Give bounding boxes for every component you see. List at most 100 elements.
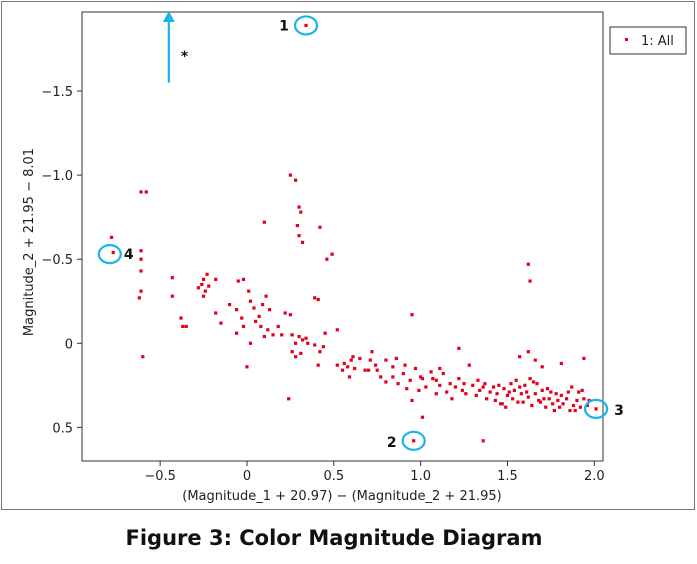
data-point [318, 225, 322, 229]
data-point [526, 395, 530, 399]
data-point [540, 365, 544, 369]
data-point [448, 382, 452, 386]
data-point [512, 388, 517, 392]
data-point [556, 398, 560, 403]
data-point [544, 405, 548, 409]
data-point [340, 368, 345, 372]
data-point [526, 350, 530, 354]
data-point [366, 368, 371, 372]
y-tick-label: 0.5 [52, 421, 73, 436]
data-point [445, 390, 449, 394]
data-point [434, 392, 438, 396]
data-point [504, 405, 508, 409]
arrow-head [162, 11, 175, 22]
arrow-star-label: * [181, 49, 189, 65]
data-point [518, 385, 522, 389]
data-point [335, 328, 339, 332]
data-point [491, 385, 496, 389]
x-tick-label: 1.5 [497, 469, 518, 484]
data-point [564, 397, 569, 401]
data-point [554, 392, 558, 396]
data-point [139, 190, 143, 194]
data-point [476, 378, 480, 382]
data-point [287, 397, 291, 401]
data-point [330, 252, 334, 256]
data-point [478, 388, 482, 392]
x-tick-label: 0 [243, 469, 251, 484]
data-point [384, 358, 388, 362]
data-point [438, 366, 442, 371]
data-point [488, 390, 492, 394]
data-point [502, 387, 506, 391]
data-point [530, 403, 534, 408]
data-point [391, 365, 395, 369]
data-point [467, 363, 471, 367]
data-point [264, 294, 268, 298]
callout-circle [583, 398, 609, 419]
data-point [559, 393, 563, 398]
data-point [417, 388, 421, 392]
data-point [535, 382, 539, 386]
data-point [313, 343, 317, 347]
y-tick-label: −1.5 [41, 85, 73, 100]
data-point [573, 408, 577, 413]
data-point [267, 308, 272, 312]
data-point [384, 380, 388, 384]
callout-circle [401, 430, 426, 451]
data-point [323, 331, 327, 335]
data-point [542, 397, 546, 401]
data-point [429, 370, 433, 374]
data-point [483, 382, 487, 386]
data-point [288, 313, 292, 317]
data-point [179, 316, 183, 320]
data-point [431, 376, 435, 381]
x-axis-title: (Magnitude_1 + 20.97) − (Magnitude_2 + 2… [182, 489, 501, 504]
data-point [559, 361, 563, 366]
callout-label: 4 [124, 247, 134, 263]
x-tick-label: 2.0 [584, 469, 605, 484]
data-point [234, 308, 239, 312]
data-point [420, 415, 424, 419]
data-point [408, 378, 412, 382]
data-point [300, 338, 305, 342]
data-point [516, 400, 520, 404]
data-point [464, 392, 468, 396]
data-point [528, 279, 532, 283]
data-point [248, 299, 253, 303]
data-point [405, 387, 409, 391]
data-point [299, 210, 303, 214]
data-point [585, 403, 589, 408]
data-point [184, 324, 188, 329]
callout-circle [97, 244, 122, 265]
data-point [511, 397, 515, 401]
data-point [283, 311, 287, 315]
data-point [304, 23, 308, 28]
data-point [257, 314, 261, 318]
data-point [207, 284, 211, 288]
data-point [528, 376, 532, 381]
data-point [561, 402, 565, 406]
data-point [495, 392, 499, 396]
data-point [413, 366, 418, 371]
data-point [419, 375, 423, 379]
data-point [201, 294, 206, 298]
data-point [457, 376, 461, 381]
data-point [241, 324, 246, 329]
data-point [353, 366, 357, 371]
data-point [578, 405, 583, 409]
data-point [349, 358, 353, 362]
x-tick-label: 0.5 [323, 469, 344, 484]
data-point [297, 334, 301, 339]
callout-label: 1 [279, 18, 289, 34]
data-point [321, 345, 325, 349]
data-point [266, 328, 270, 332]
data-point [201, 277, 206, 281]
data-point [228, 303, 232, 307]
data-point [318, 350, 322, 354]
data-point [509, 382, 513, 386]
data-point [170, 294, 174, 298]
data-point [241, 277, 246, 281]
data-point [306, 341, 310, 345]
data-point [587, 398, 591, 403]
